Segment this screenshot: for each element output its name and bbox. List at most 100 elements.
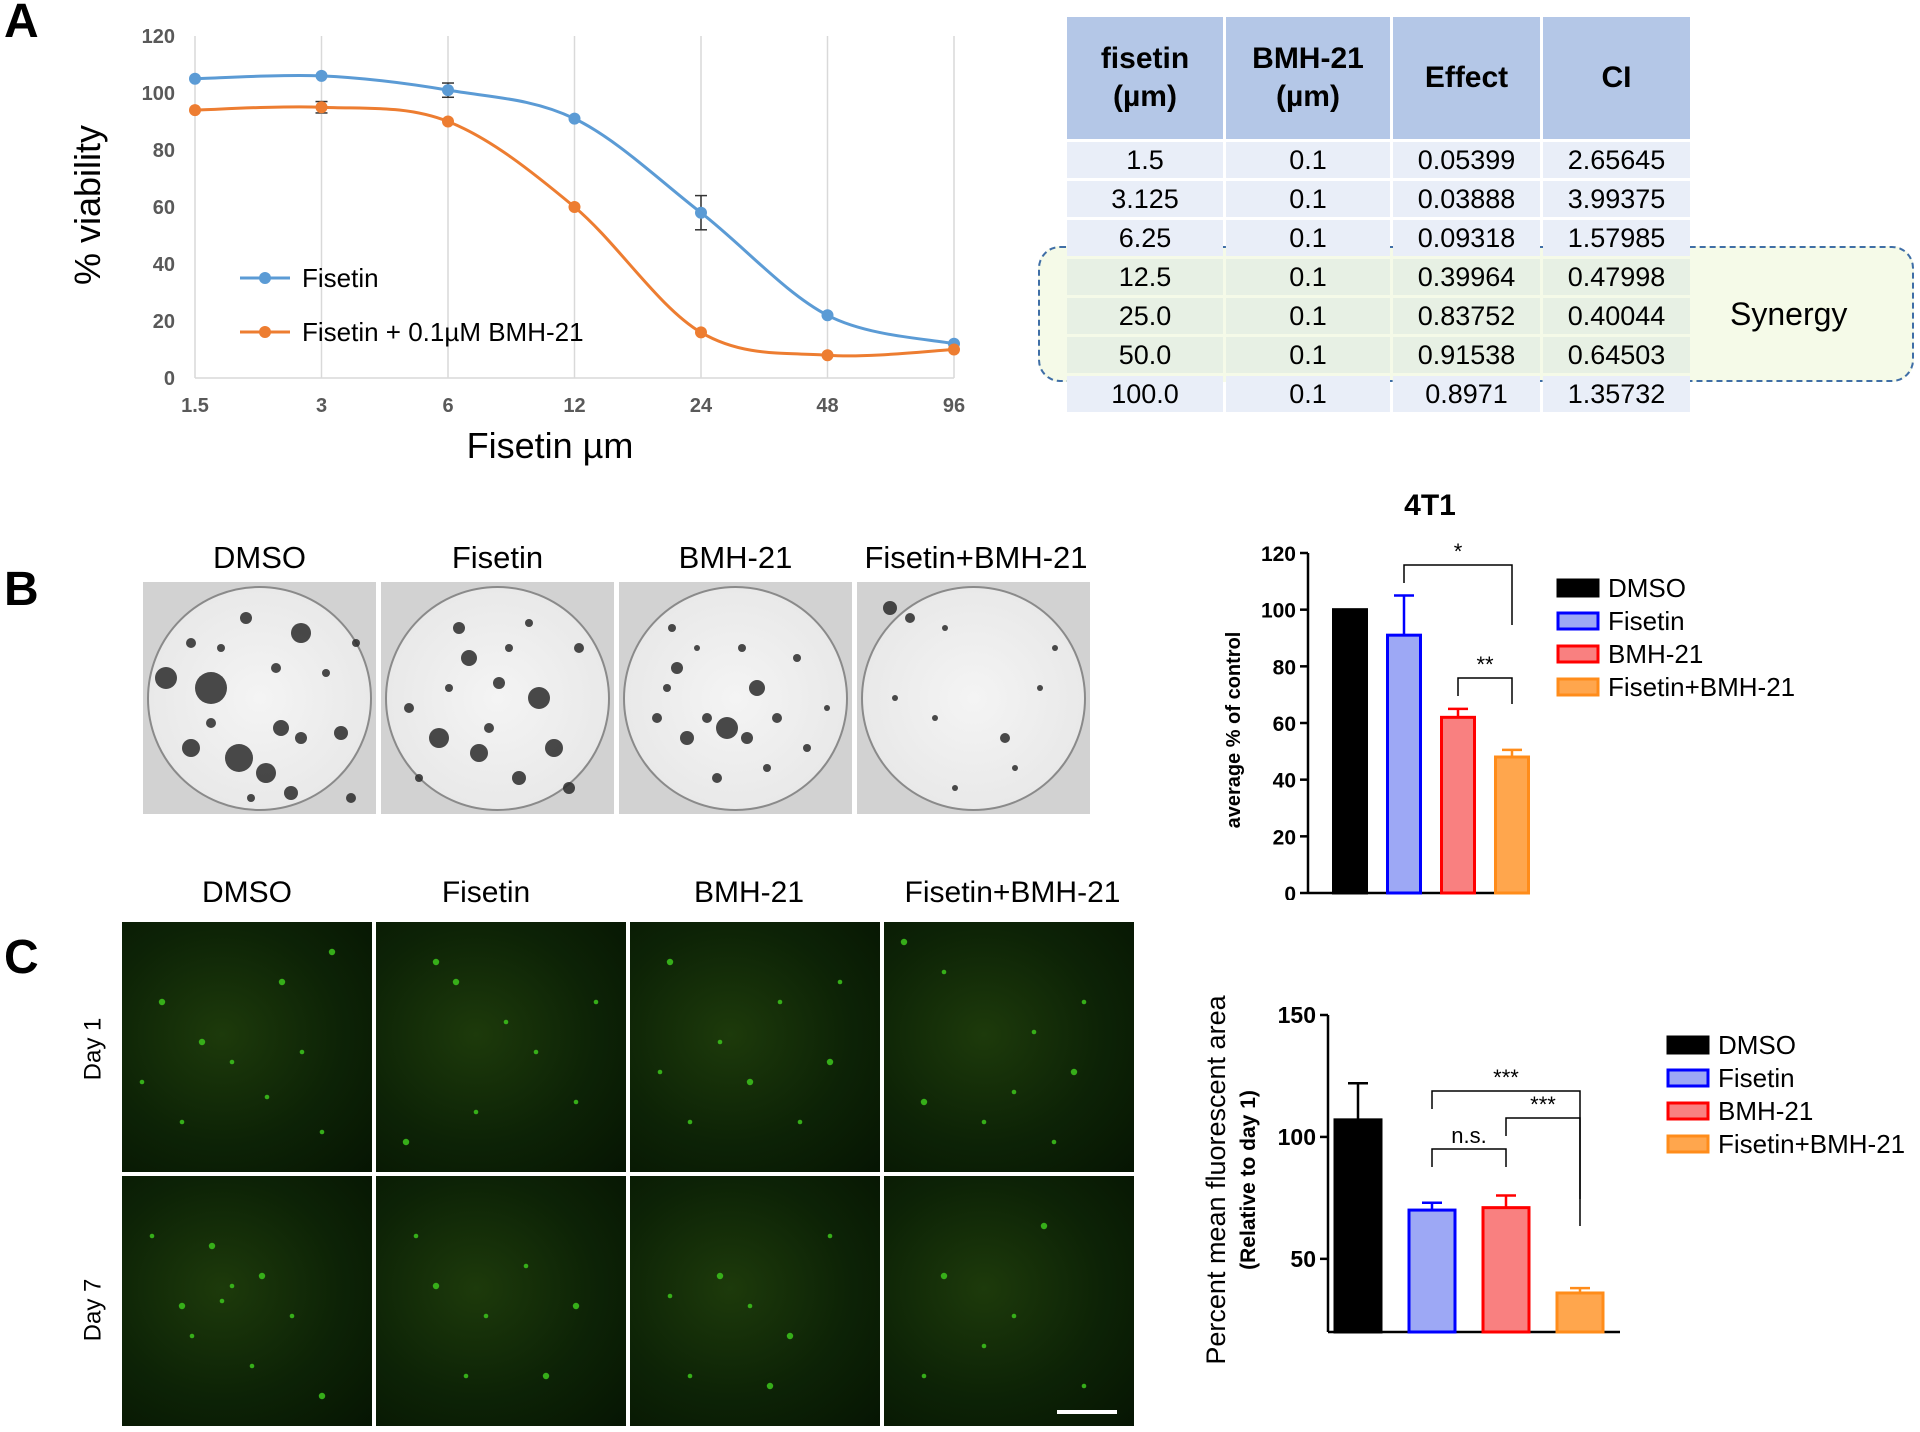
- colony-spot: [671, 662, 683, 674]
- fluorescent-cell: [542, 1372, 550, 1380]
- fluorescent-cell: [149, 1233, 155, 1239]
- fluorescent-cell: [452, 978, 460, 986]
- table-row: 12.5 0.1 0.39964 0.47998: [1067, 259, 1690, 295]
- data-point: [315, 101, 328, 114]
- colony-spot: [470, 744, 488, 762]
- fluorescent-cell: [921, 1373, 927, 1379]
- fluorescent-cell: [837, 979, 843, 985]
- data-point: [821, 349, 834, 362]
- colony-plate-combo: [857, 582, 1090, 814]
- data-point: [189, 104, 201, 117]
- fluorescent-cell: [264, 1094, 270, 1100]
- fluorescent-cell: [139, 1079, 145, 1085]
- legend-swatch: [1556, 578, 1600, 598]
- row-label-day1: Day 1: [79, 1017, 107, 1081]
- colony-spot: [247, 794, 255, 802]
- table-header-ci: CI: [1543, 17, 1690, 139]
- row-label-day7: Day 7: [79, 1278, 107, 1342]
- y-tick-label: 40: [1273, 770, 1296, 793]
- data-point: [189, 72, 201, 85]
- legend-swatch: [1666, 1101, 1710, 1121]
- colony-spot: [240, 612, 252, 624]
- data-point: [695, 206, 707, 219]
- plate-label-combo: Fisetin+BMH-21: [864, 540, 1088, 575]
- panel-label-a: A: [4, 0, 39, 48]
- colony-spot: [749, 680, 765, 696]
- fluorescent-cell: [941, 969, 947, 975]
- fluorescent-cell: [1070, 1068, 1078, 1076]
- fluorescent-cell: [657, 1069, 663, 1075]
- fluorescent-cell: [716, 1272, 724, 1280]
- table-cell: 0.39964: [1393, 259, 1540, 295]
- viability-line-chart: 0 20 40 60 80 100 120 1.5 3 6 12 24 48 96 Fisetin µm % …: [67, 26, 965, 466]
- y-tick-label: 120: [142, 26, 175, 48]
- fluorescent-cell: [318, 1392, 326, 1400]
- legend-label: Fisetin: [1718, 1063, 1795, 1093]
- significance-bracket: [1403, 564, 1513, 625]
- fluorescent-cell: [797, 1119, 803, 1125]
- colony-spot: [905, 613, 915, 623]
- fluorescent-cell: [249, 1363, 255, 1369]
- synergy-label: Synergy: [1730, 296, 1848, 332]
- bar-bmh-21: [1440, 715, 1476, 895]
- significance-bracket: [1431, 1148, 1507, 1167]
- fluorescent-cell: [1051, 1139, 1057, 1145]
- y-tick-label: 0: [1284, 883, 1296, 900]
- colony-spot: [346, 793, 356, 803]
- fluorescent-cell: [1081, 1383, 1087, 1389]
- table-cell: 6.25: [1067, 220, 1223, 256]
- fluorescent-cell: [523, 1263, 529, 1269]
- y-tick-label: 20: [153, 311, 175, 333]
- colony-spot: [217, 644, 225, 652]
- colony-spot: [545, 739, 563, 757]
- fluorescent-cell: [1040, 1222, 1048, 1230]
- petri-dish: [385, 586, 610, 811]
- chart-title: 4T1: [1404, 489, 1456, 522]
- fluorescent-cell: [473, 1109, 479, 1115]
- fluorescent-cell: [463, 1373, 469, 1379]
- fluor-image-dmso-day1: [122, 922, 372, 1172]
- colony-spot: [352, 639, 360, 647]
- fluorescence-bar-chart: Percent mean fluorescent area (Relative t…: [1201, 994, 1905, 1364]
- colony-spot: [195, 672, 227, 704]
- x-tick-label: 24: [690, 395, 713, 417]
- table-cell: 0.8971: [1393, 376, 1540, 412]
- fluor-image-dmso-day7: [122, 1176, 372, 1426]
- colony-spot: [803, 744, 811, 752]
- petri-dish: [861, 586, 1086, 811]
- data-point: [948, 343, 960, 356]
- fluorescent-cell: [503, 1019, 509, 1025]
- colony-spot: [505, 644, 513, 652]
- colony-spot: [256, 763, 276, 783]
- table-cell: 0.03888: [1393, 181, 1540, 217]
- combination-index-table: fisetin (µm) BMH-21 (µm) Effect CI 1.5 0.1 0…: [1064, 14, 1693, 415]
- colony-spot: [712, 773, 722, 783]
- fluorescent-cell: [1081, 999, 1087, 1005]
- data-point: [315, 69, 328, 82]
- colony-spot: [525, 619, 533, 627]
- fluorescent-cell: [278, 978, 286, 986]
- fluorescent-cell: [198, 1038, 206, 1046]
- fluor-cells-overlay: [139, 938, 1087, 1400]
- colony-spot: [1000, 733, 1010, 743]
- y-axis-title: average % of control: [1223, 632, 1245, 829]
- table-cell: 50.0: [1067, 337, 1223, 373]
- colony-spot: [563, 782, 575, 794]
- table-cell: 0.1: [1226, 337, 1390, 373]
- table-cell: 1.35732: [1543, 376, 1690, 412]
- table-cell: 0.83752: [1393, 298, 1540, 334]
- table-cell: 0.91538: [1393, 337, 1540, 373]
- panel-label-b: B: [4, 563, 39, 616]
- colony-spot: [574, 643, 584, 653]
- legend-label: Fisetin + 0.1µM BMH-21: [302, 317, 584, 347]
- y-tick-label: 0: [164, 368, 175, 390]
- fluorescent-cell: [289, 1313, 295, 1319]
- fluorescent-cell: [328, 948, 336, 956]
- table-cell: 12.5: [1067, 259, 1223, 295]
- y-tick-label: 20: [1273, 826, 1296, 849]
- y-tick-label: 80: [153, 140, 175, 162]
- fluorescent-cell: [667, 1293, 673, 1299]
- plate-label-dmso: DMSO: [213, 540, 306, 575]
- colony-spot: [952, 785, 958, 791]
